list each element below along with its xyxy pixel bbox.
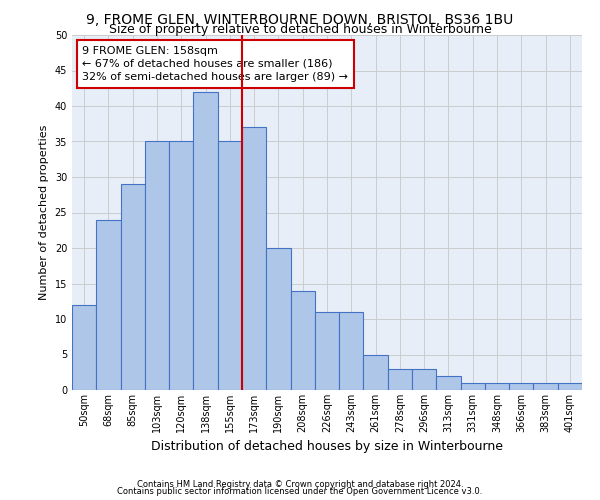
Bar: [461, 383, 485, 390]
Bar: [533, 383, 558, 390]
Bar: [485, 383, 509, 390]
Text: 9, FROME GLEN, WINTERBOURNE DOWN, BRISTOL, BS36 1BU: 9, FROME GLEN, WINTERBOURNE DOWN, BRISTO…: [86, 12, 514, 26]
Bar: [72, 305, 96, 390]
Bar: [96, 220, 121, 390]
Bar: [145, 142, 169, 390]
Bar: [558, 383, 582, 390]
Text: 9 FROME GLEN: 158sqm
← 67% of detached houses are smaller (186)
32% of semi-deta: 9 FROME GLEN: 158sqm ← 67% of detached h…: [82, 46, 348, 82]
Bar: [436, 376, 461, 390]
Text: Contains HM Land Registry data © Crown copyright and database right 2024.: Contains HM Land Registry data © Crown c…: [137, 480, 463, 489]
Bar: [169, 142, 193, 390]
Bar: [364, 354, 388, 390]
Y-axis label: Number of detached properties: Number of detached properties: [39, 125, 49, 300]
X-axis label: Distribution of detached houses by size in Winterbourne: Distribution of detached houses by size …: [151, 440, 503, 454]
Bar: [242, 128, 266, 390]
Bar: [218, 142, 242, 390]
Bar: [290, 290, 315, 390]
Bar: [193, 92, 218, 390]
Bar: [339, 312, 364, 390]
Bar: [412, 368, 436, 390]
Bar: [121, 184, 145, 390]
Bar: [315, 312, 339, 390]
Bar: [388, 368, 412, 390]
Bar: [509, 383, 533, 390]
Bar: [266, 248, 290, 390]
Text: Size of property relative to detached houses in Winterbourne: Size of property relative to detached ho…: [109, 22, 491, 36]
Text: Contains public sector information licensed under the Open Government Licence v3: Contains public sector information licen…: [118, 487, 482, 496]
